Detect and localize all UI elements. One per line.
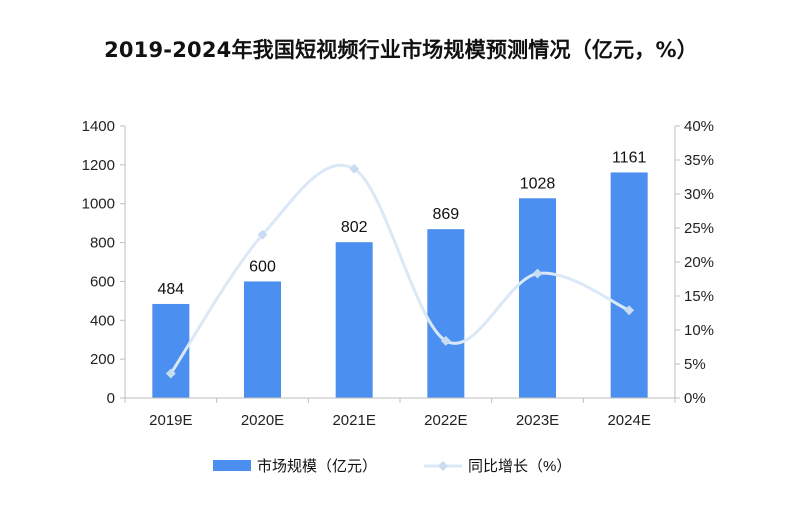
growth-point-2019E xyxy=(165,368,176,379)
legend-label-bar: 市场规模（亿元） xyxy=(257,458,377,475)
legend-swatch-marker xyxy=(438,461,448,471)
y-right-tick-label: 20% xyxy=(684,254,714,271)
bar-2023E xyxy=(519,198,556,398)
growth-point-2020E xyxy=(257,229,268,240)
growth-point-2023E xyxy=(532,268,543,279)
chart-title: 2019-2024年我国短视频行业市场规模预测情况（亿元，%） xyxy=(104,38,698,62)
y-left-tick-label: 1000 xyxy=(82,196,115,213)
bar-2022E xyxy=(427,229,465,398)
legend-label-line: 同比增长（%） xyxy=(468,458,571,475)
x-tick-label: 2023E xyxy=(516,412,559,429)
bar-2021E xyxy=(335,242,373,398)
bar-value-label: 1161 xyxy=(612,149,647,166)
growth-line-layer xyxy=(165,163,635,379)
y-left-tick-label: 1400 xyxy=(82,118,115,135)
labels-layer: 0 200 400 600 800 1000 1200 1400 0% 5% 10% 15% 20% 25… xyxy=(82,118,714,429)
bar-value-label: 1028 xyxy=(520,175,556,192)
y-right-tick-label: 15% xyxy=(684,288,714,305)
y-right-tick-label: 0% xyxy=(684,390,706,407)
bars-layer xyxy=(152,172,648,398)
y-left-tick-label: 600 xyxy=(90,273,115,290)
growth-point-2021E xyxy=(349,163,360,174)
y-left-tick-label: 1200 xyxy=(82,157,115,174)
x-tick-label: 2020E xyxy=(241,412,284,429)
bar-value-label: 484 xyxy=(157,281,184,298)
y-left-tick-label: 200 xyxy=(90,351,115,368)
y-right-tick-label: 25% xyxy=(684,220,714,237)
y-left-tick-label: 800 xyxy=(90,235,115,252)
bar-value-label: 802 xyxy=(341,219,368,236)
x-tick-label: 2024E xyxy=(607,412,650,429)
growth-point-2024E xyxy=(624,305,635,316)
x-tick-label: 2021E xyxy=(332,412,375,429)
y-right-tick-label: 10% xyxy=(684,322,714,339)
axes-layer xyxy=(120,125,680,403)
bar-2024E xyxy=(610,172,648,398)
x-tick-label: 2019E xyxy=(149,412,192,429)
x-tick-label: 2022E xyxy=(424,412,467,429)
bar-value-label: 869 xyxy=(432,206,459,223)
bar-2020E xyxy=(244,281,281,398)
y-left-tick-label: 400 xyxy=(90,312,115,329)
y-right-tick-label: 30% xyxy=(684,186,714,203)
bar-value-label: 600 xyxy=(249,258,276,275)
y-right-tick-label: 35% xyxy=(684,152,714,169)
legend: 市场规模（亿元） 同比增长（%） xyxy=(213,458,571,475)
y-right-tick-label: 5% xyxy=(684,356,706,373)
growth-line xyxy=(169,163,630,375)
growth-point-2022E xyxy=(440,335,451,346)
y-right-tick-label: 40% xyxy=(684,118,714,135)
y-left-tick-label: 0 xyxy=(107,390,115,407)
legend-swatch-bar xyxy=(213,460,251,471)
